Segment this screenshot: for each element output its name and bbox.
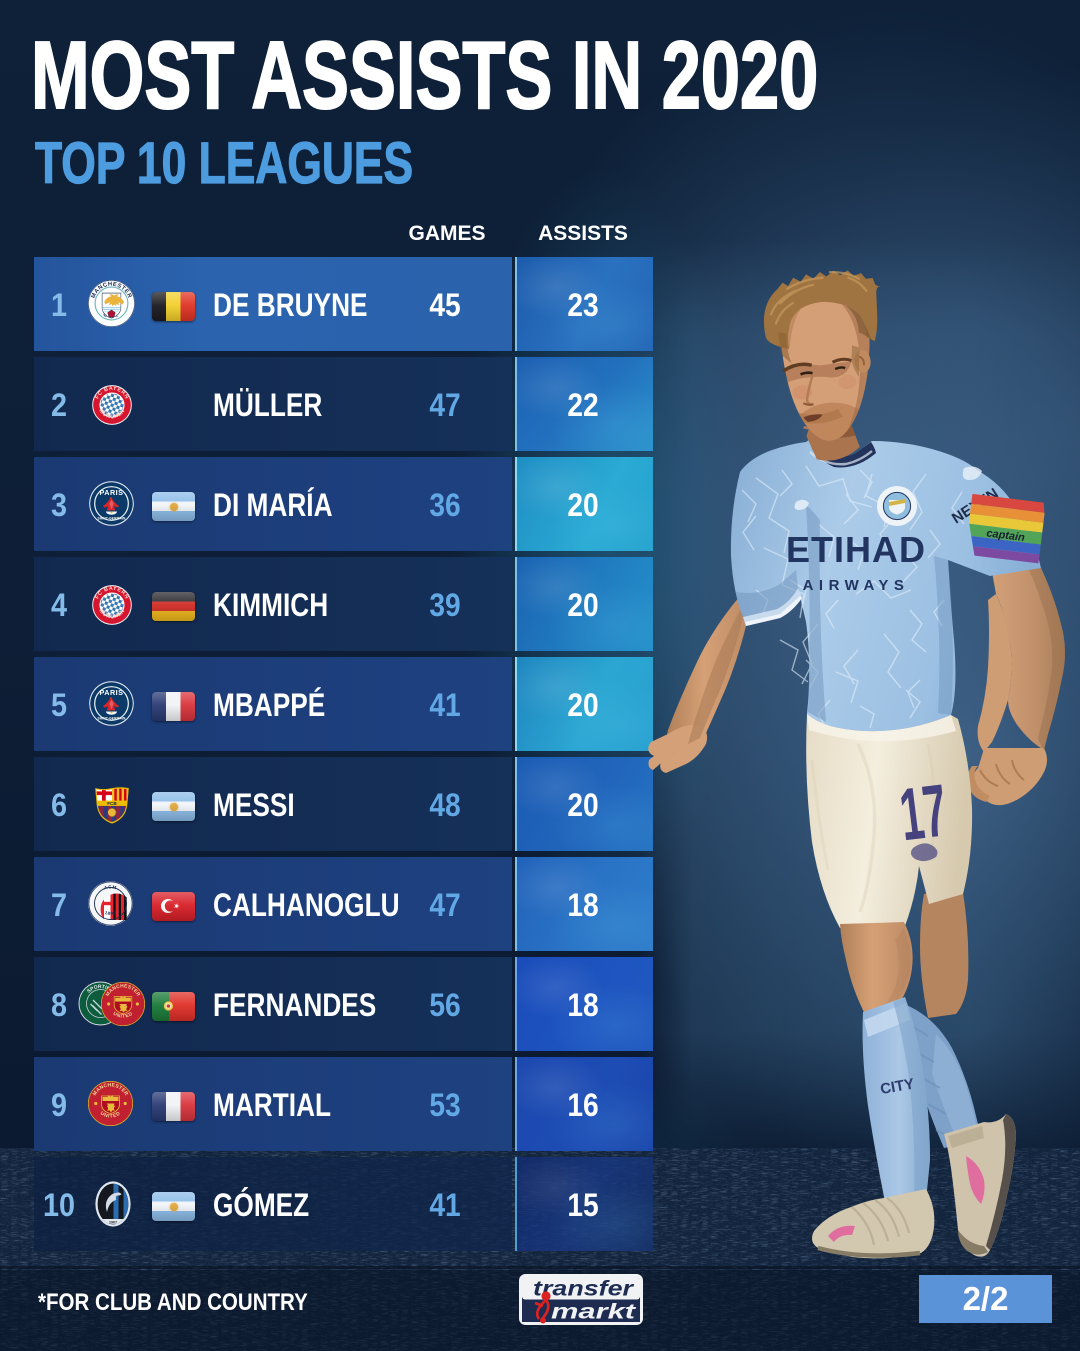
svg-text:ETIHAD: ETIHAD [786, 529, 926, 570]
svg-text:17: 17 [895, 768, 951, 856]
svg-text:AIRWAYS: AIRWAYS [803, 577, 910, 594]
svg-text:markt: markt [551, 1301, 636, 1324]
svg-text:CITY: CITY [879, 1075, 916, 1098]
svg-text:captain: captain [986, 527, 1026, 544]
svg-text:transfer: transfer [533, 1278, 635, 1301]
